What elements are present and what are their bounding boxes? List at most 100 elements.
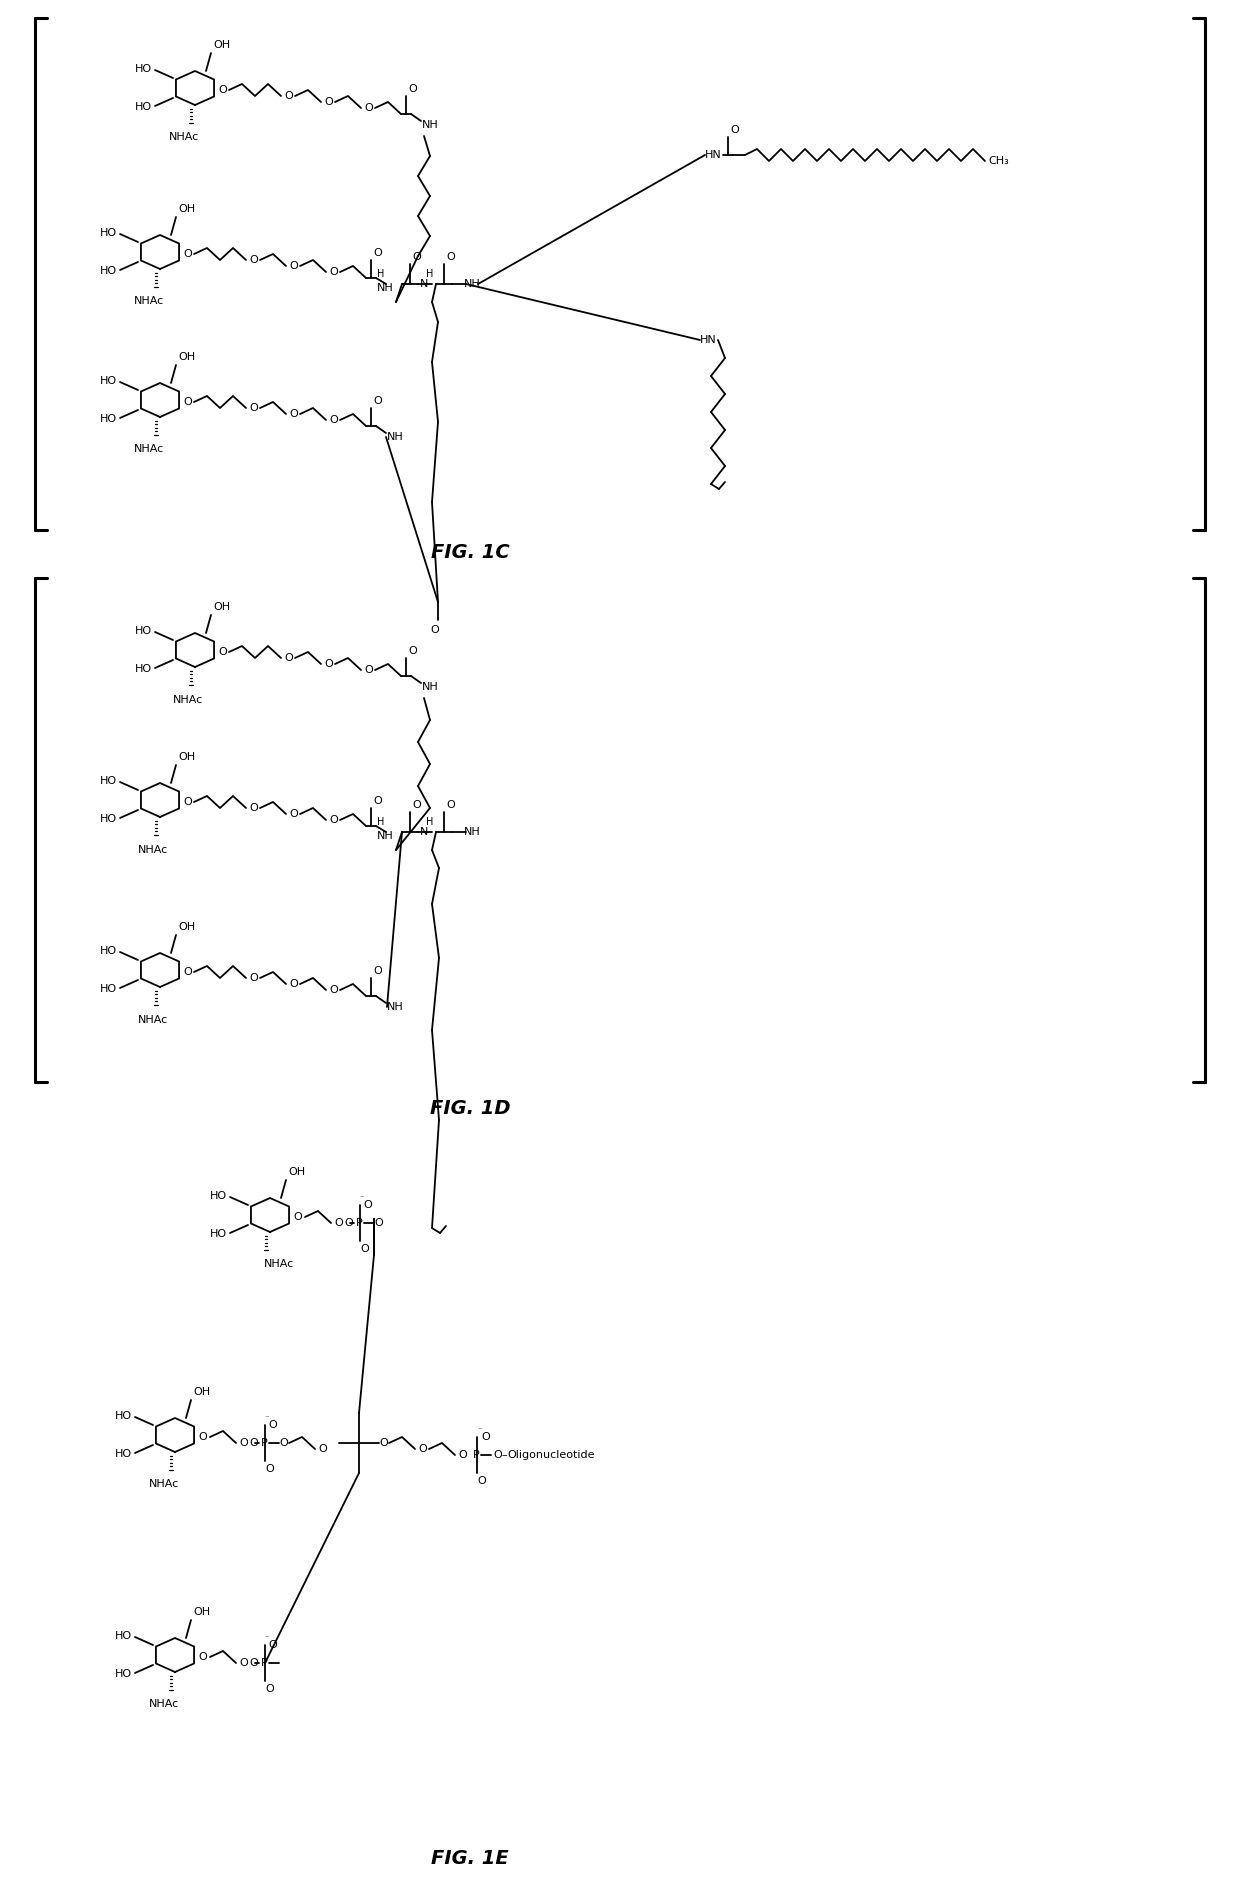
Text: NH: NH (377, 283, 394, 293)
Text: OH: OH (179, 351, 195, 362)
Text: FIG. 1C: FIG. 1C (430, 542, 510, 561)
Text: HO: HO (115, 1448, 133, 1459)
Text: O: O (418, 1444, 427, 1454)
Text: P: P (472, 1450, 480, 1459)
Text: NHAc: NHAc (138, 1016, 169, 1025)
Text: O: O (265, 1684, 274, 1694)
Text: O: O (365, 104, 373, 113)
Text: OH: OH (288, 1167, 305, 1176)
Text: OH: OH (193, 1388, 210, 1397)
Text: P: P (260, 1439, 268, 1448)
Text: O: O (334, 1218, 342, 1227)
Text: O: O (408, 83, 417, 94)
Text: HO: HO (100, 413, 117, 425)
Text: O: O (373, 967, 382, 976)
Text: HO: HO (210, 1229, 227, 1239)
Text: O: O (265, 1463, 274, 1475)
Text: O: O (284, 91, 293, 100)
Text: Oligonucleotide: Oligonucleotide (507, 1450, 594, 1459)
Text: O: O (324, 96, 332, 108)
Text: NHAc: NHAc (264, 1259, 294, 1269)
Text: NHAc: NHAc (149, 1699, 180, 1709)
Text: O: O (379, 1439, 388, 1448)
Text: O: O (249, 255, 258, 264)
Text: O: O (249, 1439, 258, 1448)
Text: O: O (249, 972, 258, 984)
Text: O: O (458, 1450, 466, 1459)
Text: P: P (260, 1658, 268, 1667)
Text: HO: HO (135, 64, 153, 74)
Text: O: O (249, 402, 258, 413)
Text: O: O (184, 249, 192, 259)
Text: O: O (412, 801, 420, 810)
Text: O: O (239, 1439, 248, 1448)
Text: O: O (329, 986, 337, 995)
Text: OH: OH (179, 751, 195, 763)
Text: O: O (343, 1218, 352, 1227)
Text: HO: HO (100, 266, 117, 276)
Text: O: O (289, 261, 298, 272)
Text: HO: HO (100, 776, 117, 785)
Text: O: O (249, 802, 258, 814)
Text: NH: NH (464, 827, 481, 836)
Text: CH₃: CH₃ (988, 157, 1009, 166)
Text: H: H (377, 818, 384, 827)
Text: HO: HO (100, 984, 117, 993)
Text: N: N (420, 279, 428, 289)
Text: HO: HO (100, 376, 117, 385)
Text: O: O (730, 125, 739, 136)
Text: HO: HO (115, 1410, 133, 1422)
Text: O: O (477, 1476, 486, 1486)
Text: O: O (293, 1212, 301, 1222)
Text: OH: OH (213, 602, 231, 612)
Text: O: O (481, 1431, 490, 1442)
Text: O: O (329, 266, 337, 278)
Text: HO: HO (210, 1191, 227, 1201)
Text: O: O (239, 1658, 248, 1667)
Text: O: O (184, 797, 192, 806)
Text: OH: OH (213, 40, 231, 49)
Text: HO: HO (100, 814, 117, 823)
Text: P: P (356, 1218, 363, 1227)
Text: HN: HN (701, 334, 717, 346)
Text: H: H (377, 268, 384, 279)
Text: O: O (317, 1444, 327, 1454)
Text: O: O (374, 1218, 383, 1227)
Text: O: O (412, 251, 420, 262)
Text: O: O (408, 646, 417, 655)
Text: O: O (365, 665, 373, 676)
Text: NH: NH (464, 279, 481, 289)
Text: O: O (446, 801, 455, 810)
Text: FIG. 1E: FIG. 1E (432, 1848, 508, 1867)
Text: O: O (289, 980, 298, 989)
Text: O: O (284, 653, 293, 663)
Text: HO: HO (115, 1631, 133, 1641)
Text: O: O (363, 1201, 372, 1210)
Text: O: O (218, 648, 227, 657)
Text: O: O (324, 659, 332, 668)
Text: NH: NH (422, 121, 439, 130)
Text: OH: OH (179, 204, 195, 213)
Text: NH: NH (422, 682, 439, 693)
Text: O: O (360, 1244, 368, 1254)
Text: NHAc: NHAc (134, 444, 164, 453)
Text: H: H (427, 818, 433, 827)
Text: HN: HN (706, 149, 722, 160)
Text: OH: OH (193, 1607, 210, 1616)
Text: O: O (279, 1439, 288, 1448)
Text: O: O (373, 247, 382, 259)
Text: O: O (329, 415, 337, 425)
Text: NHAc: NHAc (149, 1478, 180, 1490)
Text: O: O (184, 396, 192, 408)
Text: O: O (430, 625, 439, 634)
Text: O: O (268, 1420, 277, 1429)
Text: NHAc: NHAc (169, 132, 200, 142)
Text: O: O (218, 85, 227, 94)
Text: O: O (289, 808, 298, 819)
Text: NH: NH (387, 1003, 404, 1012)
Text: HO: HO (135, 665, 153, 674)
Text: FIG. 1D: FIG. 1D (430, 1099, 511, 1118)
Text: –: – (501, 1450, 507, 1459)
Text: O: O (373, 797, 382, 806)
Text: O: O (494, 1450, 502, 1459)
